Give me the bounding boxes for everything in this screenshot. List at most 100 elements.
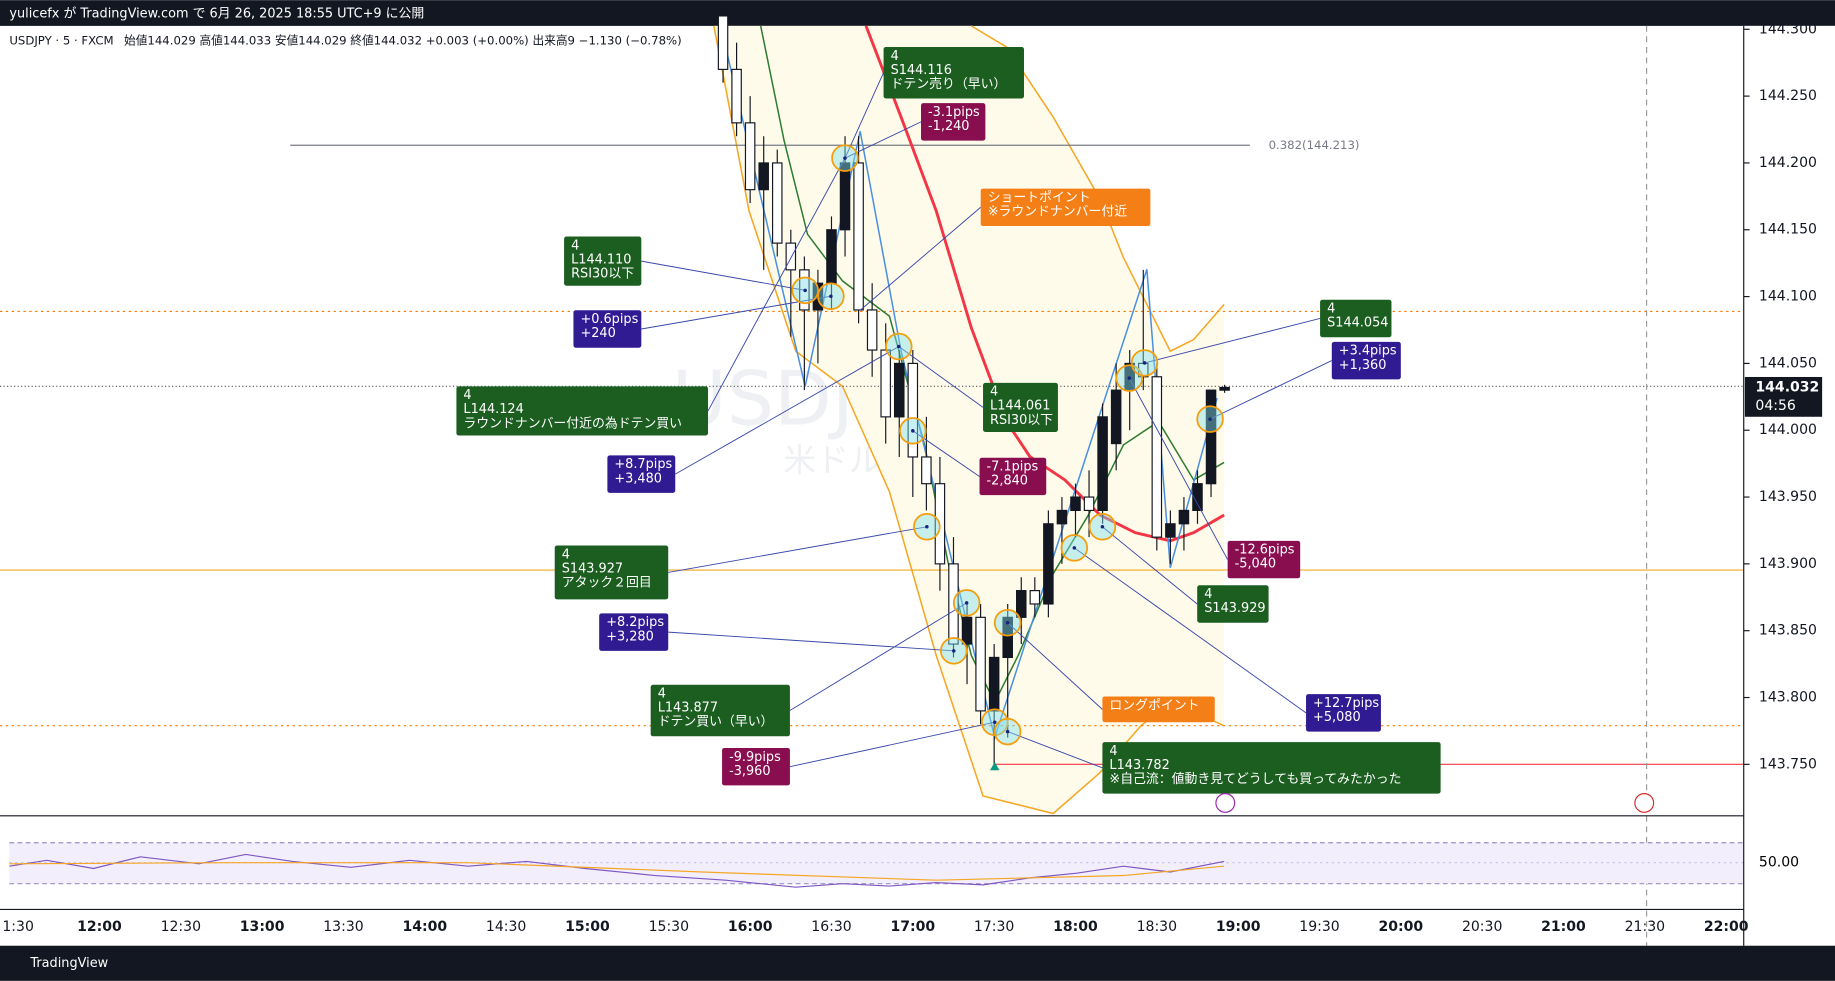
- legend-ohlc: 始値144.029 高値144.033 安値144.029 終値144.032 …: [124, 34, 682, 48]
- annotation-text: アタック２回目: [562, 575, 652, 590]
- time-tick-label: 15:00: [565, 919, 610, 935]
- candle-body: [1070, 496, 1081, 512]
- time-tick-label: 14:30: [486, 919, 526, 935]
- time-tick-label: 15:30: [649, 919, 689, 935]
- trade-dot: [1142, 361, 1147, 365]
- time-tick-label: 20:00: [1378, 919, 1423, 935]
- candle-body: [961, 616, 973, 645]
- annotation-text: ラウンドナンバー付近の為ドテン買い: [463, 415, 682, 431]
- annotation-text: +3,480: [614, 471, 662, 486]
- fib-label: 0.382(144.213): [1269, 138, 1360, 152]
- annotation-text: +0.6pips: [580, 312, 638, 327]
- annotation-text: S144.054: [1327, 316, 1388, 331]
- annotation-text: 4: [990, 385, 998, 400]
- trade-dot: [1005, 729, 1010, 734]
- event-icon[interactable]: [1215, 793, 1236, 813]
- annotation-text: ドテン買い（早い）: [658, 715, 774, 730]
- trade-dot: [1127, 376, 1132, 380]
- signal-marker: [990, 762, 1000, 771]
- annotation-text: -1,240: [928, 119, 969, 134]
- candle-body: [893, 362, 905, 418]
- annotation-box: [722, 747, 790, 786]
- candle-body: [1178, 509, 1190, 525]
- candle-body: [1083, 496, 1095, 512]
- time-tick-label: 13:00: [240, 919, 285, 935]
- annotation-text: -5,040: [1235, 557, 1276, 572]
- ma-red: [864, 25, 1225, 543]
- annotation-box: [1306, 694, 1381, 732]
- price-tick-label: 143.950: [1759, 489, 1817, 505]
- connector: [789, 721, 995, 768]
- countdown: 04:56: [1755, 398, 1796, 414]
- annotation-box: [1227, 540, 1301, 579]
- annotation-text: +8.7pips: [614, 457, 672, 472]
- event-icon[interactable]: [1634, 793, 1655, 813]
- annotation-text: -12.6pips: [1235, 543, 1295, 558]
- time-tick-label: 18:30: [1137, 919, 1177, 935]
- candle-body: [921, 456, 932, 485]
- annotation-text: -7.1pips: [987, 460, 1039, 475]
- annotation-box: [980, 188, 1151, 227]
- annotation-text: +3,280: [606, 629, 654, 644]
- candle-body: [839, 162, 851, 231]
- time-tick-label: 1:30: [2, 919, 34, 935]
- time-tick-label: 19:30: [1299, 919, 1339, 935]
- annotation-box: [1102, 742, 1441, 794]
- time-tick-label: 22:00: [1704, 919, 1749, 935]
- zigzag: [724, 46, 1218, 741]
- candle-body: [1015, 590, 1027, 618]
- annotation-text: +8.2pips: [606, 615, 664, 630]
- trade-dot: [992, 720, 997, 724]
- connector: [707, 157, 846, 412]
- annotation-text: 4: [562, 547, 570, 562]
- connector: [1007, 622, 1103, 710]
- trade-dot: [964, 601, 969, 605]
- current-price: 144.032: [1755, 380, 1819, 396]
- candle-body: [975, 616, 986, 712]
- annotation-box: [573, 310, 642, 348]
- connector: [898, 346, 984, 408]
- trade-dot: [925, 525, 929, 529]
- trade-dot: [803, 288, 807, 293]
- annotation-text: 4: [891, 49, 899, 64]
- candle-body: [731, 68, 742, 124]
- price-tick-label: 143.850: [1759, 623, 1817, 639]
- candle-body: [717, 15, 729, 70]
- legend-symbol: USDJPY · 5 · FXCM: [9, 34, 113, 48]
- connector: [789, 602, 967, 711]
- annotation-text: ドテン売り（早い）: [891, 76, 1007, 92]
- connector: [844, 72, 884, 159]
- annotation-text: -9.9pips: [729, 750, 781, 765]
- candle-body: [880, 349, 891, 418]
- annotation-text: -2,840: [987, 474, 1028, 489]
- candle-body: [1097, 416, 1108, 512]
- price-tick-label: 144.000: [1759, 422, 1817, 438]
- publisher: yulicefx が TradingView.com で 6月 26, 2025…: [9, 7, 424, 22]
- time-tick-label: 16:30: [811, 919, 851, 935]
- header-bar: [0, 0, 1835, 26]
- annotation-text: L144.061: [990, 399, 1050, 414]
- price-tick-label: 144.250: [1759, 88, 1817, 104]
- trade-dot: [1072, 546, 1077, 550]
- candle-body: [1151, 376, 1163, 538]
- connector: [844, 121, 922, 159]
- annotation-text: L144.124: [463, 402, 523, 417]
- time-tick-label: 17:30: [974, 919, 1014, 935]
- candle-body: [866, 309, 878, 351]
- annotation-box: [921, 103, 986, 141]
- trade-dot: [1208, 417, 1212, 421]
- candle-body: [1002, 616, 1013, 659]
- price-tick-label: 144.200: [1759, 155, 1817, 171]
- footer-brand: TradingView: [29, 956, 108, 971]
- connector: [1102, 526, 1198, 605]
- annotation-text: S144.116: [891, 63, 952, 78]
- candle-body: [785, 242, 797, 271]
- time-tick-label: 12:30: [161, 919, 201, 935]
- annotation-text: -3.1pips: [928, 105, 980, 120]
- candle-body: [758, 162, 769, 191]
- rsi-tick-label: 50.00: [1759, 855, 1799, 871]
- annotation-text: -3,960: [729, 764, 770, 779]
- annotation-box: [564, 236, 642, 286]
- trade-dot: [911, 429, 915, 433]
- annotation-text: +12.7pips: [1313, 696, 1379, 711]
